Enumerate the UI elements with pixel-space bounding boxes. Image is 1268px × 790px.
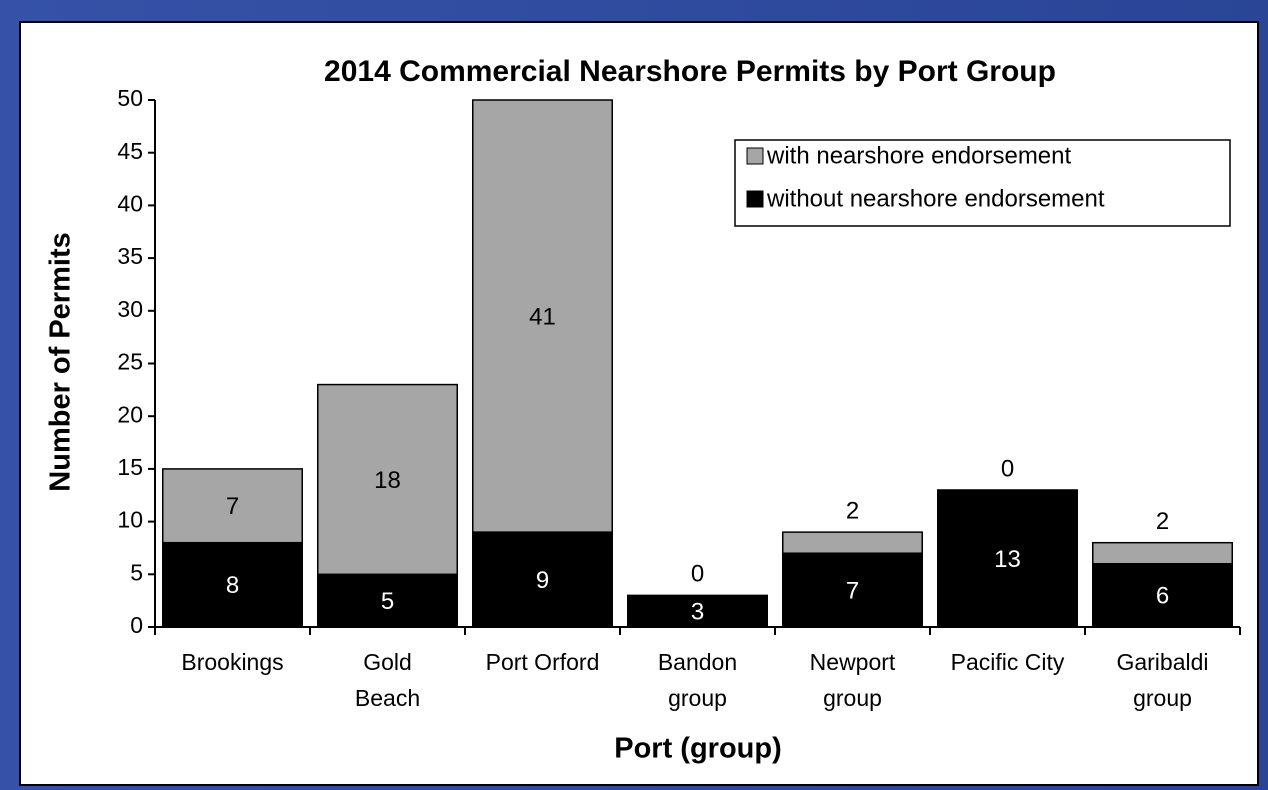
data-label: 3 [691, 599, 704, 626]
bar-segment [162, 468, 303, 544]
bar-segment [782, 531, 923, 554]
x-tick-label: group [1133, 685, 1192, 711]
legend-swatch [746, 147, 764, 165]
x-tick-label: Newport [810, 649, 896, 675]
data-label: 5 [381, 588, 394, 615]
x-tick-label: Bandon [658, 649, 737, 675]
y-tick-label: 0 [130, 612, 143, 638]
chart-title: 2014 Commercial Nearshore Permits by Por… [324, 55, 1056, 88]
y-tick-label: 20 [117, 401, 143, 427]
y-tick-label: 50 [117, 85, 143, 111]
data-label: 13 [994, 546, 1021, 573]
x-tick-label: Port Orford [486, 649, 600, 675]
y-tick-label: 15 [117, 454, 143, 480]
legend-swatch [746, 190, 764, 208]
data-label: 0 [691, 561, 704, 588]
y-tick-label: 45 [117, 138, 143, 164]
data-label: 18 [374, 467, 401, 494]
x-tick-label: group [823, 685, 882, 711]
y-tick-label: 5 [130, 559, 143, 585]
x-tick-label: Garibaldi [1116, 649, 1208, 675]
x-tick-label: group [668, 685, 727, 711]
legend-label: without nearshore endorsement [766, 185, 1105, 212]
data-label: 7 [846, 577, 859, 604]
y-tick-label: 10 [117, 507, 143, 533]
x-tick-label: Brookings [181, 649, 283, 675]
legend-box [734, 139, 1231, 227]
y-tick-label: 30 [117, 296, 143, 322]
y-tick-label: 35 [117, 243, 143, 269]
data-label: 2 [1156, 508, 1169, 535]
x-tick-label: Pacific City [951, 649, 1065, 675]
data-label: 8 [226, 572, 239, 599]
y-axis-label: Number of Permits [45, 232, 77, 491]
legend-label: with nearshore endorsement [766, 142, 1072, 169]
bar-segment [1092, 563, 1233, 628]
bar-segment [627, 594, 768, 628]
data-label: 2 [846, 497, 859, 524]
bar-segment [317, 383, 458, 576]
x-tick-label: Beach [355, 685, 420, 711]
data-label: 7 [226, 493, 239, 520]
bar-segment [1092, 541, 1233, 565]
y-tick-label: 40 [117, 190, 143, 216]
legend: with nearshore endorsement without nearsh… [734, 139, 1231, 227]
bar-segment [162, 541, 303, 628]
data-label: 0 [1001, 455, 1014, 482]
bar-segment [317, 573, 458, 628]
bar-segment [782, 552, 923, 628]
bar-segment [937, 489, 1078, 628]
x-tick-label: Gold [363, 649, 412, 675]
data-label: 41 [529, 303, 556, 330]
data-label: 6 [1156, 583, 1169, 610]
y-tick-label: 25 [117, 349, 143, 375]
bar-segment [472, 99, 613, 533]
x-axis-label: Port (group) [614, 733, 782, 765]
data-label: 9 [536, 567, 549, 594]
